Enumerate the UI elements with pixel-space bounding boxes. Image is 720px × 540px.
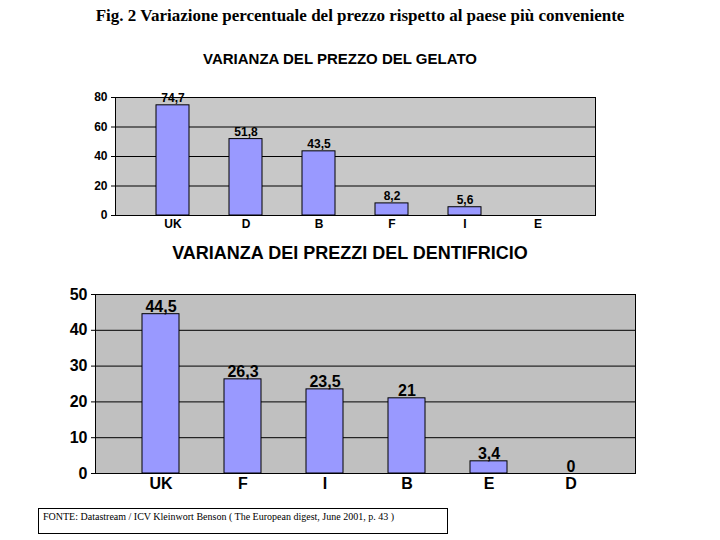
svg-text:51,8: 51,8: [234, 125, 258, 139]
svg-text:60: 60: [94, 120, 108, 134]
svg-text:I: I: [323, 475, 327, 492]
html-text:FONTE: Datastream / ICV Kleinw: FONTE: Datastream / ICV Kleinwort Benson…: [43, 511, 394, 522]
svg-text:40: 40: [70, 321, 88, 338]
svg-text:D: D: [565, 475, 577, 492]
svg-text:E: E: [484, 475, 495, 492]
html-text:VARIANZA DEL PREZZO DEL GELATO: VARIANZA DEL PREZZO DEL GELATO: [203, 50, 477, 67]
svg-text:0: 0: [567, 458, 576, 475]
svg-text:3,4: 3,4: [478, 445, 500, 462]
svg-text:30: 30: [70, 357, 88, 374]
svg-text:8,2: 8,2: [384, 189, 401, 203]
svg-text:20: 20: [70, 393, 88, 410]
svg-text:44,5: 44,5: [145, 298, 176, 315]
svg-text:74,7: 74,7: [161, 91, 185, 105]
svg-text:D: D: [242, 217, 251, 231]
svg-text:21: 21: [398, 382, 416, 399]
svg-text:B: B: [315, 217, 324, 231]
svg-text:B: B: [401, 475, 413, 492]
svg-text:80: 80: [94, 90, 108, 104]
svg-text:20: 20: [94, 179, 108, 193]
svg-text:0: 0: [79, 465, 88, 482]
svg-text:50: 50: [70, 286, 88, 303]
svg-text:0: 0: [101, 208, 108, 222]
svg-text:10: 10: [70, 429, 88, 446]
html-text:Fig. 2 Variazione percentuale: Fig. 2 Variazione percentuale del prezzo…: [95, 6, 625, 25]
html-text:VARIANZA DEI PREZZI DEL DENTIF: VARIANZA DEI PREZZI DEL DENTIFRICIO: [172, 243, 528, 263]
svg-text:UK: UK: [164, 217, 182, 231]
svg-text:26,3: 26,3: [227, 363, 258, 380]
svg-text:E: E: [534, 217, 542, 231]
svg-text:F: F: [388, 217, 395, 231]
svg-text:40: 40: [94, 149, 108, 163]
svg-text:5,6: 5,6: [457, 193, 474, 207]
svg-text:UK: UK: [149, 475, 173, 492]
svg-text:43,5: 43,5: [307, 137, 331, 151]
svg-text:I: I: [463, 217, 466, 231]
svg-text:F: F: [238, 475, 248, 492]
svg-text:23,5: 23,5: [309, 373, 340, 390]
